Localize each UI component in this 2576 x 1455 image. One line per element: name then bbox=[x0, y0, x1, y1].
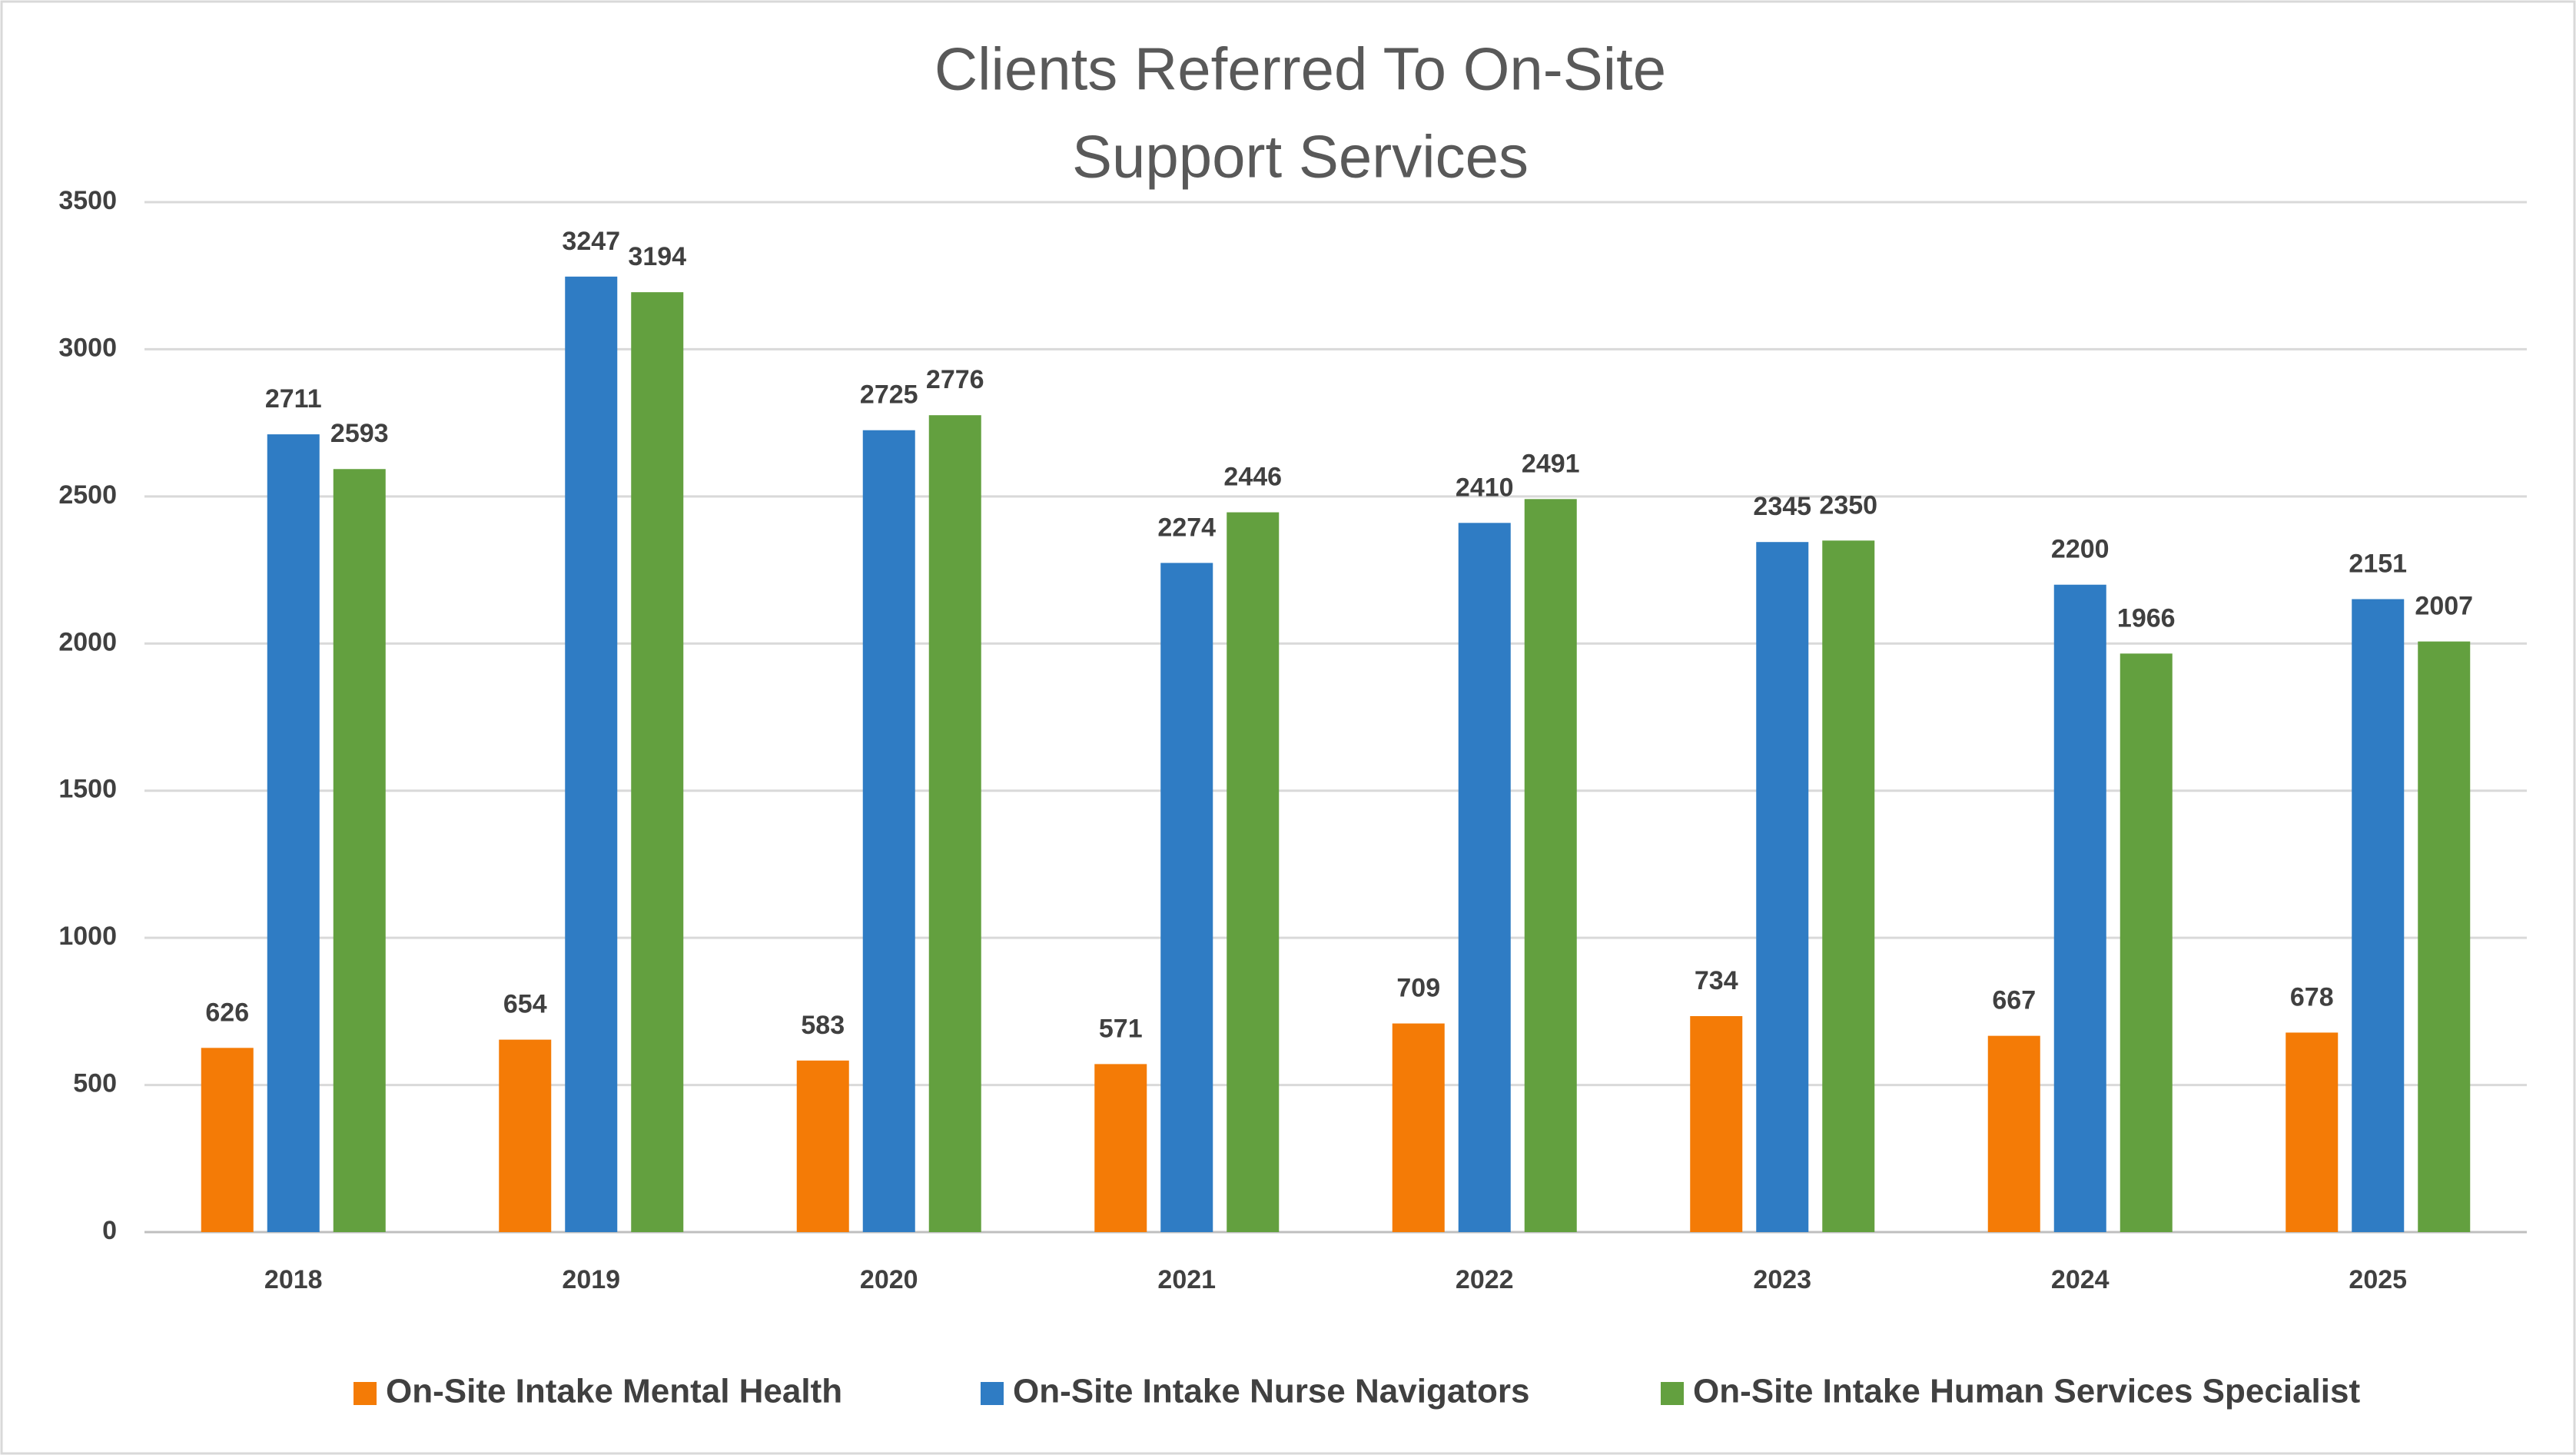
data-label: 667 bbox=[1992, 986, 2036, 1015]
y-tick-label: 2000 bbox=[58, 627, 117, 656]
bar bbox=[928, 415, 981, 1232]
data-label: 2410 bbox=[1456, 473, 1514, 502]
bar bbox=[796, 1060, 849, 1232]
data-label: 2776 bbox=[926, 365, 984, 394]
x-tick-label: 2018 bbox=[264, 1265, 323, 1294]
bar bbox=[1690, 1015, 1743, 1232]
bar bbox=[201, 1048, 254, 1232]
bar bbox=[1094, 1064, 1147, 1232]
y-tick-label: 1000 bbox=[58, 922, 117, 951]
x-tick-label: 2023 bbox=[1753, 1265, 1811, 1294]
bar bbox=[499, 1039, 552, 1232]
bar bbox=[2120, 653, 2173, 1232]
data-label: 709 bbox=[1396, 974, 1440, 1003]
y-tick-label: 500 bbox=[73, 1069, 117, 1098]
bar bbox=[2418, 641, 2471, 1232]
data-label: 2274 bbox=[1157, 513, 1216, 542]
data-label: 654 bbox=[503, 990, 547, 1019]
data-label: 2446 bbox=[1223, 463, 1282, 492]
bar bbox=[631, 292, 684, 1232]
bar bbox=[333, 469, 386, 1232]
data-label: 2725 bbox=[860, 380, 918, 410]
y-tick-label: 3500 bbox=[58, 186, 117, 215]
bar bbox=[267, 434, 320, 1233]
x-tick-label: 2025 bbox=[2349, 1265, 2407, 1294]
data-label: 583 bbox=[801, 1011, 845, 1040]
data-label: 3247 bbox=[562, 227, 620, 256]
bar bbox=[1822, 540, 1875, 1232]
legend-label: On-Site Intake Nurse Navigators bbox=[1013, 1373, 1529, 1410]
y-tick-label: 2500 bbox=[58, 480, 117, 510]
bar bbox=[2286, 1032, 2339, 1232]
x-tick-label: 2019 bbox=[562, 1265, 620, 1294]
legend-swatch bbox=[981, 1382, 1004, 1405]
x-tick-label: 2022 bbox=[1456, 1265, 1514, 1294]
legend-label: On-Site Intake Mental Health bbox=[386, 1373, 842, 1410]
x-tick-label: 2021 bbox=[1157, 1265, 1216, 1294]
y-tick-label: 0 bbox=[102, 1216, 117, 1245]
bar bbox=[1227, 512, 1280, 1232]
data-label: 734 bbox=[1695, 966, 1738, 995]
data-label: 2350 bbox=[1819, 490, 1877, 520]
bar bbox=[862, 430, 915, 1232]
data-label: 2007 bbox=[2415, 592, 2473, 621]
data-label: 2151 bbox=[2349, 549, 2407, 578]
legend-swatch bbox=[1661, 1382, 1684, 1405]
bar bbox=[565, 276, 618, 1233]
bar bbox=[1392, 1023, 1445, 1232]
bar bbox=[1756, 542, 1809, 1232]
bar bbox=[1160, 563, 1213, 1232]
data-label: 1966 bbox=[2117, 603, 2176, 633]
data-label: 2711 bbox=[265, 384, 322, 414]
data-label: 2345 bbox=[1753, 492, 1811, 521]
x-tick-label: 2024 bbox=[2051, 1265, 2110, 1294]
data-label: 678 bbox=[2290, 982, 2334, 1012]
bar bbox=[1458, 523, 1511, 1232]
y-tick-label: 1500 bbox=[58, 775, 117, 804]
y-tick-label: 3000 bbox=[58, 333, 117, 362]
chart-title: Support Services bbox=[1072, 123, 1529, 191]
data-label: 571 bbox=[1099, 1014, 1143, 1043]
x-tick-label: 2020 bbox=[860, 1265, 918, 1294]
legend-swatch bbox=[354, 1382, 377, 1405]
data-label: 2593 bbox=[330, 419, 389, 448]
data-label: 3194 bbox=[628, 242, 686, 271]
legend-label: On-Site Intake Human Services Specialist bbox=[1693, 1373, 2360, 1410]
chart-title: Clients Referred To On-Site bbox=[934, 35, 1666, 103]
data-label: 2200 bbox=[2051, 535, 2110, 564]
data-label: 626 bbox=[205, 998, 249, 1027]
bar bbox=[2352, 599, 2405, 1232]
data-label: 2491 bbox=[1522, 449, 1580, 478]
bar bbox=[2053, 584, 2106, 1232]
bar bbox=[1987, 1035, 2040, 1232]
bar bbox=[1524, 499, 1577, 1232]
